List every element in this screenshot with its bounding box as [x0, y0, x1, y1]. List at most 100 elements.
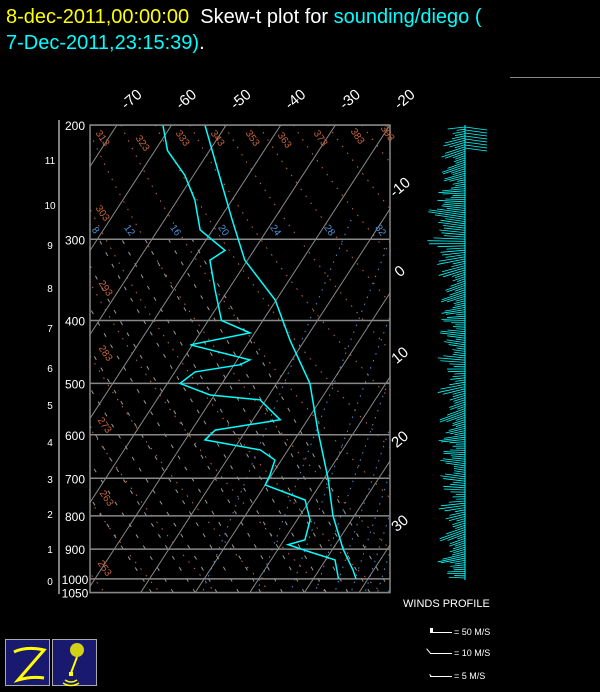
- mixing-ratio-line: [315, 220, 448, 593]
- dry-adiabat: [52, 125, 382, 593]
- wind-legend-5-label: = 5 M/S: [454, 671, 485, 681]
- wind-barb: [443, 193, 465, 194]
- wind-barb: [451, 186, 465, 188]
- wind-barb: [456, 519, 465, 521]
- wind-barb: [450, 378, 465, 380]
- wind-barb: [453, 567, 465, 568]
- wind-barb: [453, 482, 465, 483]
- isotherm-line: [0, 95, 27, 593]
- wind-barb: [441, 250, 465, 252]
- height-tick-label: 2: [47, 510, 53, 521]
- wind-barb: [453, 182, 465, 184]
- moist-adiabat: [0, 239, 152, 592]
- mixing-ratio-line: [377, 220, 501, 593]
- wind-barb: [454, 352, 465, 353]
- wind-barb: [457, 129, 465, 130]
- dry-adiabat-label: 363: [275, 131, 294, 151]
- wind-legend-50-label: = 50 M/S: [454, 627, 490, 637]
- pressure-tick-label: 600: [65, 429, 85, 443]
- wind-barb: [439, 257, 465, 261]
- temperature-profile: [205, 125, 356, 579]
- wind-barb: [465, 142, 487, 145]
- dry-adiabat: [224, 125, 600, 593]
- isotherm-label: -70: [118, 86, 146, 113]
- wind-legend-10: = 10 M/S: [430, 648, 490, 658]
- wind-barb: [437, 200, 465, 202]
- barb-5-icon: [430, 676, 452, 677]
- wind-barb: [455, 380, 465, 381]
- isotherm-line: [250, 95, 574, 593]
- wind-barb: [453, 277, 465, 281]
- dry-adiabat: [121, 125, 492, 593]
- wind-barb: [450, 395, 465, 400]
- wind-barb: [443, 204, 465, 206]
- isotherm-label: 30: [388, 512, 412, 536]
- dry-adiabat: [0, 125, 105, 593]
- height-tick-label: 10: [44, 201, 56, 212]
- mixing-ratio-label: 12: [121, 223, 137, 239]
- mixing-ratio-line: [365, 220, 491, 593]
- dry-adiabat: [534, 125, 600, 593]
- wind-barb: [445, 202, 465, 204]
- wind-barb: [465, 148, 487, 151]
- moist-adiabat: [99, 239, 304, 592]
- wind-barb: [433, 238, 465, 239]
- wind-barb: [454, 466, 465, 468]
- wind-barb: [443, 453, 465, 455]
- dry-adiabat-label: 273: [95, 416, 114, 436]
- dry-adiabat-label: 393: [378, 124, 397, 144]
- wind-barb: [465, 136, 487, 139]
- pressure-tick-label: 400: [65, 314, 85, 328]
- moist-adiabat: [0, 239, 173, 592]
- isotherm-line: [86, 95, 410, 593]
- wind-barb: [443, 479, 465, 482]
- dry-adiabat: [86, 125, 437, 593]
- dry-adiabat-label: 293: [96, 279, 115, 299]
- mixing-ratio-label: 16: [167, 223, 183, 239]
- wind-barb: [455, 134, 465, 136]
- wind-barb: [453, 420, 465, 424]
- wind-legend-5: = 5 M/S: [430, 671, 485, 681]
- wind-barb: [449, 516, 465, 520]
- wind-barb: [444, 452, 465, 453]
- wind-barb: [440, 361, 465, 363]
- wind-barb: [457, 348, 465, 349]
- dry-adiabat-label: 353: [243, 129, 262, 149]
- dry-adiabat-label: 313: [93, 129, 112, 149]
- isotherm-label: -60: [172, 86, 200, 113]
- wind-barb: [449, 142, 465, 147]
- mixing-ratio-label: 8: [89, 225, 101, 236]
- dewpoint-profile: [163, 125, 339, 579]
- dry-adiabat: [465, 125, 600, 593]
- wind-barb: [450, 565, 465, 567]
- moist-adiabat: [0, 239, 195, 592]
- wind-barb: [465, 145, 487, 148]
- wind-barb: [444, 236, 465, 237]
- mixing-ratio-label: 20: [215, 223, 231, 239]
- wind-barb: [453, 376, 465, 377]
- isotherm-line: [141, 95, 465, 593]
- wind-barb: [445, 138, 465, 143]
- wind-barb: [465, 127, 487, 130]
- dry-adiabat: [569, 125, 600, 593]
- wind-barb: [454, 471, 465, 473]
- wind-barb: [448, 127, 465, 129]
- zoom-logo-button[interactable]: [5, 639, 50, 686]
- wind-barb: [435, 215, 465, 220]
- wind-barb: [442, 189, 465, 191]
- isotherm-label: -20: [391, 86, 419, 113]
- wind-barb: [465, 133, 487, 136]
- isotherm-line: [0, 95, 191, 593]
- wind-barb: [451, 456, 465, 457]
- moist-adiabat: [192, 239, 392, 592]
- dry-adiabat-label: 323: [133, 134, 152, 154]
- height-tick-label: 11: [45, 156, 56, 167]
- wind-barb: [444, 489, 465, 490]
- wind-barb: [448, 330, 465, 332]
- wind-barb: [449, 501, 465, 502]
- wind-barb: [452, 272, 465, 276]
- wind-legend-50: = 50 M/S: [430, 627, 490, 637]
- wind-barb: [465, 139, 487, 142]
- balloon-logo-button[interactable]: [52, 639, 97, 686]
